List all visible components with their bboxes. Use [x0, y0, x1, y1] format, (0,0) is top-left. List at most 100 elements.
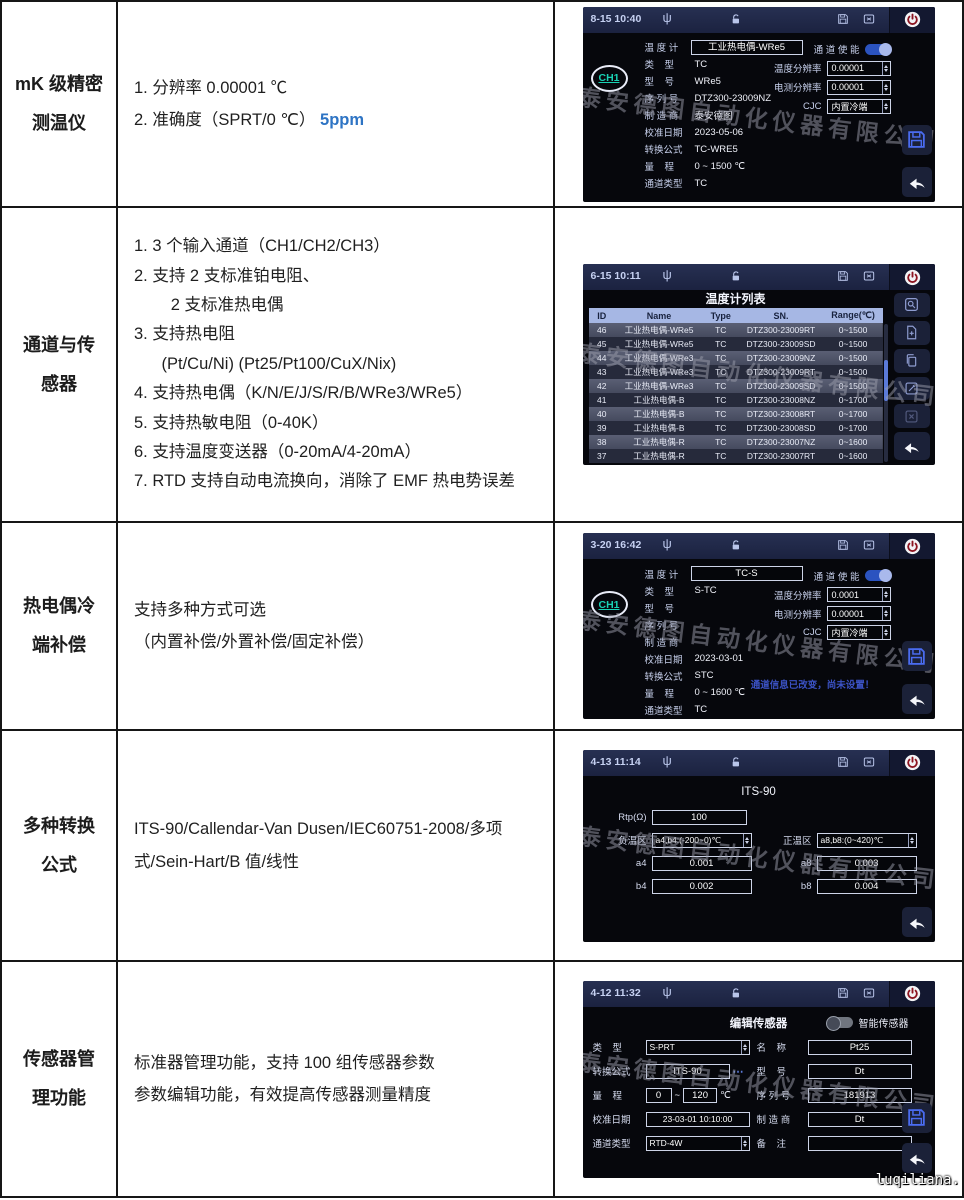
spinner-arrows[interactable]	[881, 626, 890, 639]
more-button[interactable]: ⋯	[732, 1065, 744, 1078]
row-label-sensor-mgmt: 传感器管 理功能	[2, 962, 118, 1196]
cell-sn: DTZ300-23007RT	[746, 451, 816, 461]
cjc-label: CJC	[803, 100, 822, 112]
smart-sensor-toggle[interactable]	[825, 1015, 853, 1031]
note-input[interactable]	[807, 1135, 912, 1151]
temp-resolution-spinner[interactable]: 0.00001	[826, 60, 891, 76]
temp-resolution-row: 温度分辨率 0.0001	[753, 585, 891, 604]
temp-resolution-spinner[interactable]: 0.0001	[826, 587, 891, 602]
back-button[interactable]	[901, 906, 932, 937]
table-row[interactable]: 43 工业热电偶-WRe3 TC DTZ300-23009RT 0~1500	[588, 365, 883, 379]
cell-range: 0~1500	[838, 325, 868, 335]
cjc-select[interactable]: 内置冷端	[826, 625, 891, 640]
table-row[interactable]: 41 工业热电偶-B TC DTZ300-23008NZ 0~1700	[588, 393, 883, 407]
scrollbar-thumb[interactable]	[883, 359, 888, 402]
name-input[interactable]: Pt25	[807, 1039, 912, 1055]
spinner-arrows[interactable]	[881, 80, 890, 94]
spinner-arrows[interactable]	[740, 1136, 749, 1150]
screenshot-icon	[863, 756, 875, 768]
channel-enable-toggle[interactable]	[864, 569, 892, 582]
power-button[interactable]	[888, 749, 935, 776]
cjc-label: CJC	[803, 627, 822, 638]
field-value: 0 ~ 1500 ℃	[694, 160, 746, 172]
back-button[interactable]	[901, 166, 932, 197]
calib-date-input[interactable]: 23-03-01 10:10:00	[645, 1111, 750, 1127]
elec-resolution-spinner[interactable]: 0.00001	[826, 606, 891, 621]
spinner-arrows[interactable]	[881, 61, 890, 75]
spinner-arrows[interactable]	[740, 1040, 749, 1054]
pos-zone-select[interactable]: a8,b8:(0~420)℃	[816, 832, 917, 848]
field-row: 序 列 号	[645, 616, 803, 633]
save-button[interactable]	[901, 641, 932, 671]
table-row[interactable]: 45 工业热电偶-WRe5 TC DTZ300-23009SD 0~1500	[588, 337, 883, 351]
cjc-select[interactable]: 内置冷端	[826, 98, 891, 114]
delete-button[interactable]	[893, 404, 930, 429]
spinner-arrows[interactable]	[907, 833, 916, 847]
power-button[interactable]	[888, 6, 935, 33]
desc-line: ITS-90/Callendar-Van Dusen/IEC60751-2008…	[134, 820, 503, 839]
table-row[interactable]: 38 工业热电偶-R TC DTZ300-23007NZ 0~1600	[588, 435, 883, 449]
row-label-line: 理功能	[32, 1088, 86, 1108]
add-button[interactable]	[893, 320, 930, 345]
formula-input[interactable]: ITS-90	[645, 1063, 730, 1079]
cell-id: 45	[596, 339, 607, 349]
rtp-input[interactable]: 100	[651, 809, 747, 825]
spinner-arrows[interactable]	[881, 588, 890, 601]
b8-input[interactable]: 0.004	[816, 878, 917, 894]
select-value: S-PRT	[649, 1042, 675, 1052]
type-select[interactable]: S-PRT	[645, 1039, 750, 1055]
copy-button[interactable]	[893, 348, 930, 373]
spinner-arrows[interactable]	[881, 607, 890, 620]
field-row: 量 程 0 ~ 1600 ℃	[645, 684, 803, 701]
elec-resolution-spinner[interactable]: 0.00001	[826, 79, 891, 95]
row-label-line: 测温仪	[32, 113, 86, 133]
range-to-input[interactable]: 120	[683, 1087, 718, 1103]
screenshot-icon	[863, 539, 875, 551]
select-value: a8,b8:(0~420)℃	[820, 834, 884, 845]
desc-line: 5. 支持热敏电阻（0-40K）	[134, 413, 329, 432]
power-button[interactable]	[888, 264, 935, 290]
back-button[interactable]	[901, 684, 932, 714]
edit-button[interactable]	[893, 376, 930, 401]
table-row[interactable]: 44 工业热电偶-WRe3 TC DTZ300-23009NZ 0~1500	[588, 351, 883, 365]
serial-input[interactable]: 181913	[807, 1087, 912, 1103]
cell-type: TC	[715, 437, 727, 447]
neg-zone-select[interactable]: a4,b4:(-200~0)℃	[651, 832, 752, 848]
power-button[interactable]	[888, 980, 935, 1007]
back-button[interactable]	[901, 1142, 932, 1173]
power-button[interactable]	[888, 533, 935, 559]
channel-enable-toggle[interactable]	[864, 42, 892, 56]
spinner-arrows[interactable]	[881, 99, 890, 113]
cell-id: 44	[596, 353, 607, 363]
col-name: Name	[614, 308, 704, 323]
model-input[interactable]: Dt	[807, 1063, 912, 1079]
table-row[interactable]: 40 工业热电偶-B TC DTZ300-23008RT 0~1700	[588, 407, 883, 421]
channel-label: CH1	[598, 72, 620, 84]
scrollbar[interactable]	[883, 324, 888, 462]
cell-sn: DTZ300-23008NZ	[746, 395, 816, 405]
save-button[interactable]	[901, 124, 932, 155]
power-icon	[904, 985, 921, 1002]
table-row[interactable]: 37 工业热电偶-R TC DTZ300-23007RT 0~1600	[588, 449, 883, 463]
field-label: 校准日期	[644, 128, 683, 139]
unlock-icon	[730, 539, 742, 551]
back-button[interactable]	[893, 432, 930, 461]
thermometer-name-input[interactable]: TC-S	[690, 566, 803, 581]
table-row[interactable]: 39 工业热电偶-B TC DTZ300-23008SD 0~1700	[588, 421, 883, 435]
save-button[interactable]	[901, 1102, 932, 1133]
back-icon	[908, 690, 926, 708]
a4-input[interactable]: 0.001	[651, 855, 752, 871]
range-from-input[interactable]: 0	[645, 1087, 672, 1103]
name-label: 名 称	[756, 1043, 787, 1054]
spinner-arrows[interactable]	[742, 833, 751, 847]
a8-input[interactable]: 0.003	[816, 855, 917, 871]
delete-icon	[904, 409, 919, 424]
table-row[interactable]: 46 工业热电偶-WRe5 TC DTZ300-23009RT 0~1500	[588, 323, 883, 337]
b4-input[interactable]: 0.002	[651, 878, 752, 894]
view-button[interactable]	[893, 293, 930, 317]
thermometer-name-input[interactable]: 工业热电偶-WRe5	[690, 39, 803, 55]
maker-input[interactable]: Dt	[807, 1111, 912, 1127]
channel-type-select[interactable]: RTD-4W	[645, 1135, 750, 1151]
table-row[interactable]: 42 工业热电偶-WRe3 TC DTZ300-23009SD 0~1500	[588, 379, 883, 393]
field-list: 类 型 TC 型 号 WRe5 序 列 号 DTZ300	[645, 56, 803, 192]
